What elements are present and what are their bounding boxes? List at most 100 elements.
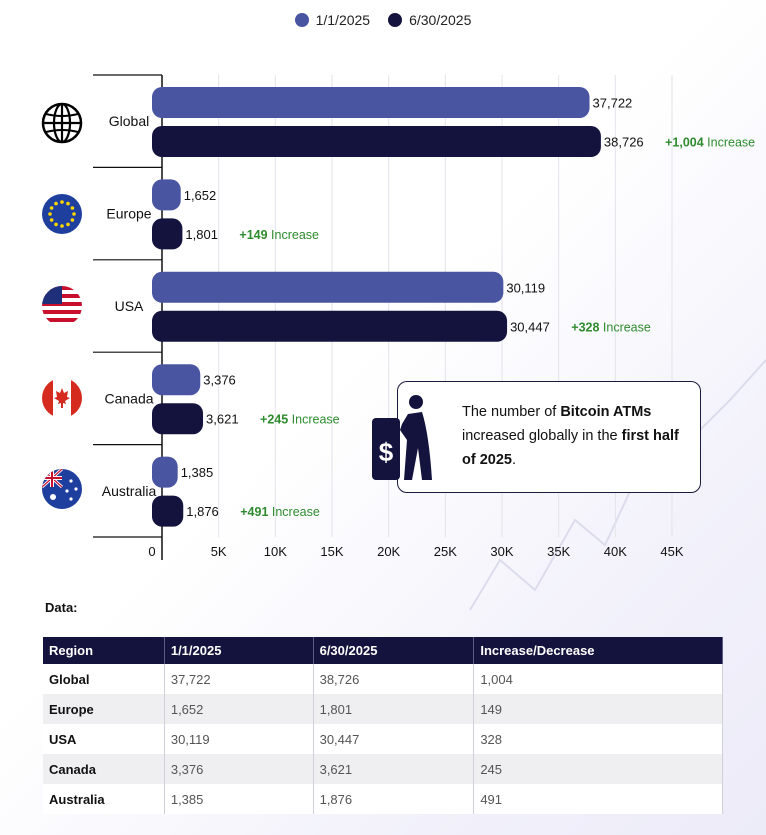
table-cell-end: 1,876 xyxy=(313,784,475,814)
legend-label-series-1: 1/1/2025 xyxy=(315,12,371,28)
increase-value: +328 xyxy=(571,320,599,334)
x-tick-label: 30K xyxy=(490,544,513,559)
background-trend-line xyxy=(469,359,766,611)
table-cell-start: 1,385 xyxy=(164,784,314,814)
value-labels: 37,722 38,726 +1,004 Increase 1,652 1,801 +14… xyxy=(181,96,755,520)
value-label: 30,447 xyxy=(510,319,550,334)
table-row: Global 37,722 38,726 1,004 xyxy=(43,664,723,694)
callout-text: The number of Bitcoin ATMs increased glo… xyxy=(462,400,692,472)
value-label: 1,385 xyxy=(181,465,214,480)
bar-2 xyxy=(152,126,601,157)
increase-label: +245 Increase xyxy=(260,413,340,427)
category-label: Europe xyxy=(106,206,151,222)
increase-label: +328 Increase xyxy=(571,320,651,334)
callout-text-1: The number of xyxy=(462,404,561,420)
table-header-end: 6/30/2025 xyxy=(313,637,475,664)
table-cell-region: Australia xyxy=(43,784,165,814)
legend-label-series-2: 6/30/2025 xyxy=(409,12,472,28)
bar-1 xyxy=(152,179,181,211)
table-cell-start: 1,652 xyxy=(164,694,314,724)
table-cell-start: 3,376 xyxy=(164,754,314,784)
table-header-region: Region xyxy=(43,637,165,664)
data-heading: Data: xyxy=(45,600,78,615)
bar-1 xyxy=(152,364,201,396)
bitcoin-atm-icon: $ xyxy=(372,395,432,480)
eu-star xyxy=(49,218,54,222)
bar-1 xyxy=(152,456,178,488)
increase-label: +1,004 Increase xyxy=(665,136,755,150)
eu-star xyxy=(66,201,70,206)
eu-star xyxy=(66,222,70,227)
table-cell-end: 3,621 xyxy=(313,754,475,784)
table-cell-change: 1,004 xyxy=(473,664,723,694)
increase-value: +245 xyxy=(260,413,288,427)
legend-item-series-2: 6/30/2025 xyxy=(388,12,471,28)
callout-text-2: increased globally in the xyxy=(462,428,622,444)
x-tick-label: 5K xyxy=(211,544,227,559)
australia-flag-icon xyxy=(42,469,82,509)
table-row: Europe 1,652 1,801 149 xyxy=(43,694,723,724)
legend: 1/1/2025 6/30/2025 xyxy=(0,12,766,28)
bar-2 xyxy=(152,403,204,435)
eu-star xyxy=(60,224,64,228)
table-cell-region: Canada xyxy=(43,754,165,784)
increase-suffix: Increase xyxy=(268,228,319,242)
x-tick-label: 15K xyxy=(320,544,343,559)
canada-flag-icon xyxy=(42,378,82,418)
svg-text:$: $ xyxy=(379,437,394,467)
table-cell-change: 149 xyxy=(473,694,723,724)
callout-bold-2: first half of 2025 xyxy=(462,428,679,468)
category-label: Australia xyxy=(102,483,157,499)
category-labels: Global Europe USA Canada Australia xyxy=(102,113,157,499)
x-tick-label: 20K xyxy=(377,544,400,559)
bar-1 xyxy=(152,271,504,303)
bar-2 xyxy=(152,310,508,342)
increase-value: +149 xyxy=(239,228,267,242)
value-label: 3,621 xyxy=(206,412,239,427)
increase-label: +491 Increase xyxy=(240,505,320,519)
eu-flag-icon xyxy=(42,194,82,234)
legend-swatch-series-2 xyxy=(388,13,403,27)
value-label: 30,119 xyxy=(506,280,545,295)
eu-star xyxy=(54,222,58,227)
increase-value: +1,004 xyxy=(665,136,704,150)
callout-text-3: . xyxy=(511,452,517,468)
category-dividers xyxy=(93,74,162,538)
table-row: Australia 1,385 1,876 491 xyxy=(43,784,723,814)
x-tick-label: 0 xyxy=(148,544,155,559)
category-label: Global xyxy=(109,113,149,129)
globe-icon xyxy=(41,102,83,144)
legend-item-series-1: 1/1/2025 xyxy=(294,12,371,28)
increase-value: +491 xyxy=(240,505,268,519)
eu-star xyxy=(48,212,52,216)
table-cell-region: USA xyxy=(43,724,165,754)
eu-star xyxy=(72,212,76,216)
x-tick-label: 10K xyxy=(264,544,287,559)
increase-suffix: Increase xyxy=(704,136,755,150)
callout-bold-1: Bitcoin ATMs xyxy=(560,404,652,420)
value-label: 37,722 xyxy=(593,96,633,111)
category-label: Canada xyxy=(104,390,153,406)
value-label: 1,652 xyxy=(184,188,217,203)
bar-2 xyxy=(152,218,183,250)
table-cell-start: 30,119 xyxy=(164,724,314,754)
bar-2 xyxy=(152,495,184,527)
legend-swatch-series-1 xyxy=(294,13,309,27)
increase-suffix: Increase xyxy=(288,413,339,427)
value-label: 38,726 xyxy=(604,135,644,150)
category-label: USA xyxy=(115,298,144,314)
table-cell-start: 37,722 xyxy=(164,664,314,694)
eu-star xyxy=(70,218,75,222)
bar-1 xyxy=(152,87,590,118)
data-table: Region 1/1/2025 6/30/2025 Increase/Decre… xyxy=(43,637,723,814)
table-header-start: 1/1/2025 xyxy=(164,637,314,664)
increase-suffix: Increase xyxy=(599,320,650,334)
table-cell-end: 38,726 xyxy=(313,664,475,694)
table-cell-region: Europe xyxy=(43,694,165,724)
increase-suffix: Increase xyxy=(268,505,319,519)
value-label: 1,801 xyxy=(185,227,218,242)
table-cell-change: 245 xyxy=(473,754,723,784)
table-header-row: Region 1/1/2025 6/30/2025 Increase/Decre… xyxy=(43,637,723,664)
value-label: 3,376 xyxy=(203,373,236,388)
